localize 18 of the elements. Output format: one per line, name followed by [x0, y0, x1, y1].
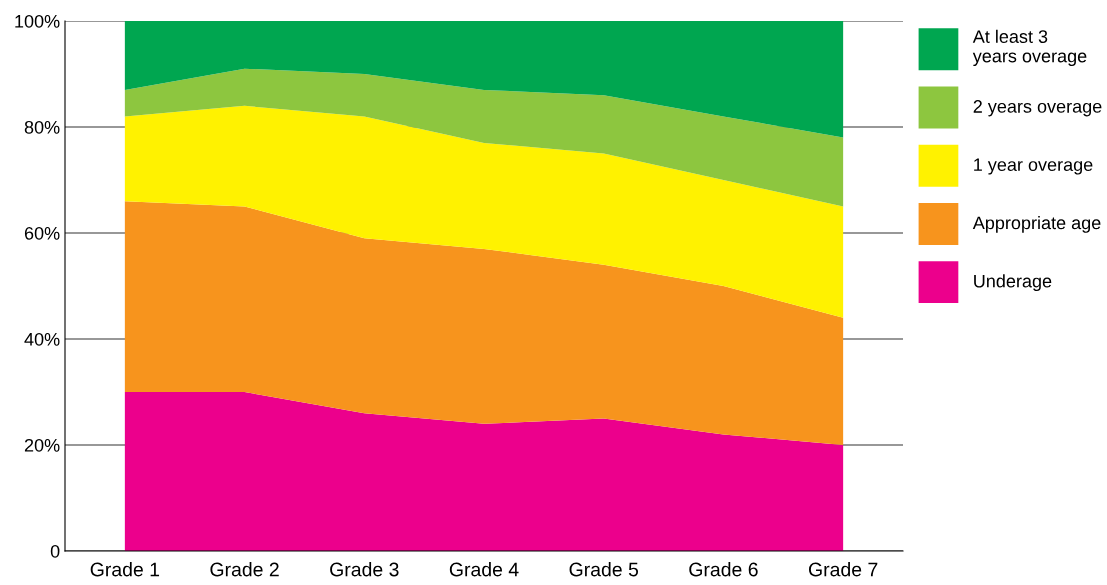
legend-label: Underage	[974, 274, 1052, 292]
legend-label: 2 years overage	[973, 100, 1102, 117]
x-tick-label: Grade 7	[809, 562, 878, 577]
y-tick-label: 60%	[24, 226, 60, 240]
x-tick-label: Grade 3	[330, 562, 399, 577]
x-tick-label: Grade 6	[689, 562, 758, 577]
x-tick-label: Grade 4	[449, 562, 519, 577]
y-tick-label: 100%	[15, 14, 60, 28]
x-tick-label: Grade 2	[210, 562, 279, 577]
legend-label: At least 3 years overage	[972, 29, 1087, 66]
y-tick-label: 0	[50, 544, 60, 558]
y-tick-label: 20%	[24, 438, 60, 452]
legend-label: 1 year overage	[974, 158, 1093, 175]
x-tick-label: Grade 5	[569, 562, 639, 577]
legend-label: Appropriate age	[972, 216, 1101, 233]
x-tick-label: Grade 1	[90, 562, 160, 577]
y-tick-label: 80%	[24, 120, 60, 134]
y-tick-label: 40%	[24, 332, 60, 346]
